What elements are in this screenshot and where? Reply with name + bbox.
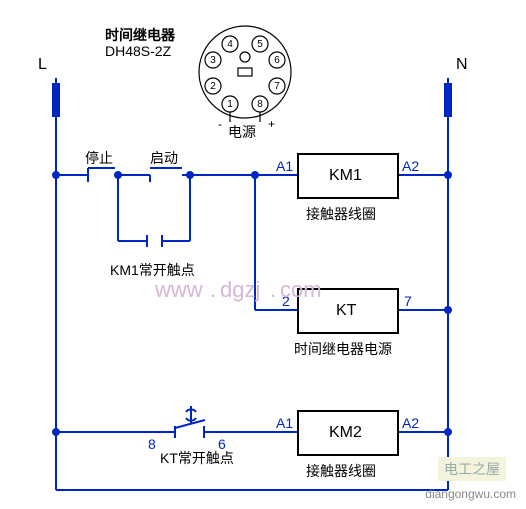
km1-a1: A1	[276, 158, 293, 174]
credit: 电工之屋	[438, 457, 506, 481]
kt-box: KT	[336, 302, 356, 320]
svg-text:4: 4	[227, 39, 233, 50]
svg-text:8: 8	[257, 99, 263, 110]
kt-pin8: 8	[148, 436, 156, 452]
watermark-b: dgzj	[220, 277, 260, 303]
svg-text:5: 5	[257, 39, 263, 50]
km1-a2: A2	[402, 158, 419, 174]
stop-label: 停止	[85, 148, 113, 168]
label-L: L	[38, 56, 47, 74]
km2-a1: A1	[276, 415, 293, 431]
model: DH48S-2Z	[105, 43, 171, 59]
watermark-a: www	[155, 277, 203, 303]
power-label: 电源	[228, 122, 256, 142]
start-label: 启动	[150, 148, 178, 168]
svg-text:1: 1	[227, 99, 233, 110]
km1-box: KM1	[329, 167, 362, 185]
kt-power: 时间继电器电源	[294, 339, 392, 359]
kt-pin7: 7	[404, 293, 412, 309]
title: 时间继电器	[105, 25, 175, 45]
circuit-diagram: 1 2 3 4 5 6 7 8 - +	[0, 0, 526, 509]
svg-text:2: 2	[210, 81, 216, 92]
credit-en: diangongwu.com	[425, 487, 516, 501]
svg-text:3: 3	[210, 55, 216, 66]
km1-coil: 接触器线圈	[306, 204, 376, 224]
svg-text:7: 7	[274, 81, 280, 92]
watermark-dot1: .	[210, 277, 216, 303]
label-N: N	[456, 56, 468, 74]
svg-text:-: -	[218, 117, 222, 131]
svg-text:+: +	[268, 117, 275, 131]
watermark-c: com	[280, 277, 322, 303]
km2-a2: A2	[402, 415, 419, 431]
kt-no: KT常开触点	[160, 448, 234, 468]
km2-box: KM2	[329, 424, 362, 442]
watermark-dot2: .	[270, 277, 276, 303]
km2-coil: 接触器线圈	[306, 461, 376, 481]
svg-text:6: 6	[274, 55, 280, 66]
